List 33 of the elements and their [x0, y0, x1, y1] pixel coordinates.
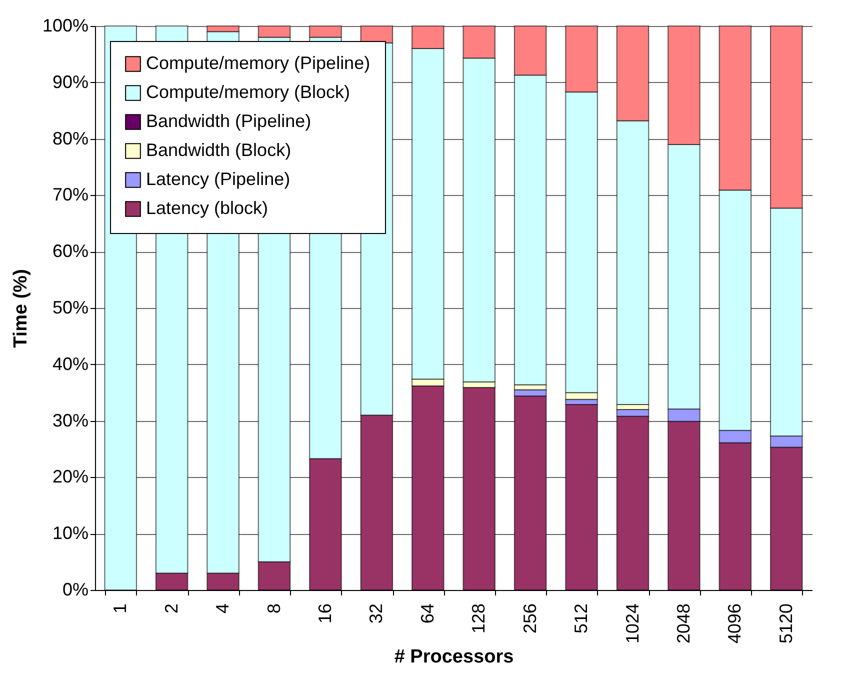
y-tick-label: 50%: [52, 298, 88, 318]
y-tick-label: 30%: [52, 410, 88, 430]
x-tick-label: 2: [161, 604, 182, 614]
y-tick-label: 70%: [52, 184, 88, 205]
x-tick-label: 128: [468, 604, 489, 634]
x-axis-title: # Processors: [394, 646, 514, 668]
legend-label: Bandwidth (Block): [146, 140, 292, 160]
y-tick-label: 90%: [52, 72, 88, 92]
x-tick-label: 4096: [724, 604, 745, 644]
y-tick-label: 10%: [52, 523, 88, 544]
legend-label: Latency (Pipeline): [146, 169, 290, 189]
x-tick-label: 5120: [776, 604, 796, 644]
x-tick-label: 2048: [673, 604, 694, 644]
x-tick-label: 1024: [622, 604, 642, 644]
x-tick-label: 512: [571, 604, 592, 634]
y-tick-label: 20%: [52, 466, 88, 487]
x-tick-label: 4: [212, 604, 233, 614]
legend-label: Compute/memory (Pipeline): [146, 53, 370, 73]
x-tick-label: 1: [110, 604, 130, 614]
legend-label: Compute/memory (Block): [146, 82, 350, 102]
y-tick-label: 60%: [52, 241, 88, 262]
y-axis-title: Time (%): [10, 269, 32, 348]
y-tick-label: 0%: [62, 580, 88, 600]
x-tick-label: 256: [520, 604, 540, 634]
legend-label: Latency (block): [146, 198, 268, 218]
legend-label: Bandwidth (Pipeline): [146, 111, 312, 131]
x-tick-label: 64: [417, 604, 438, 624]
y-tick-label: 100%: [42, 16, 88, 36]
x-tick-label: 32: [366, 604, 386, 624]
y-tick-label: 80%: [52, 128, 88, 148]
x-tick-label: 8: [264, 604, 284, 614]
x-tick-label: 16: [314, 604, 335, 624]
y-tick-label: 40%: [52, 354, 88, 374]
